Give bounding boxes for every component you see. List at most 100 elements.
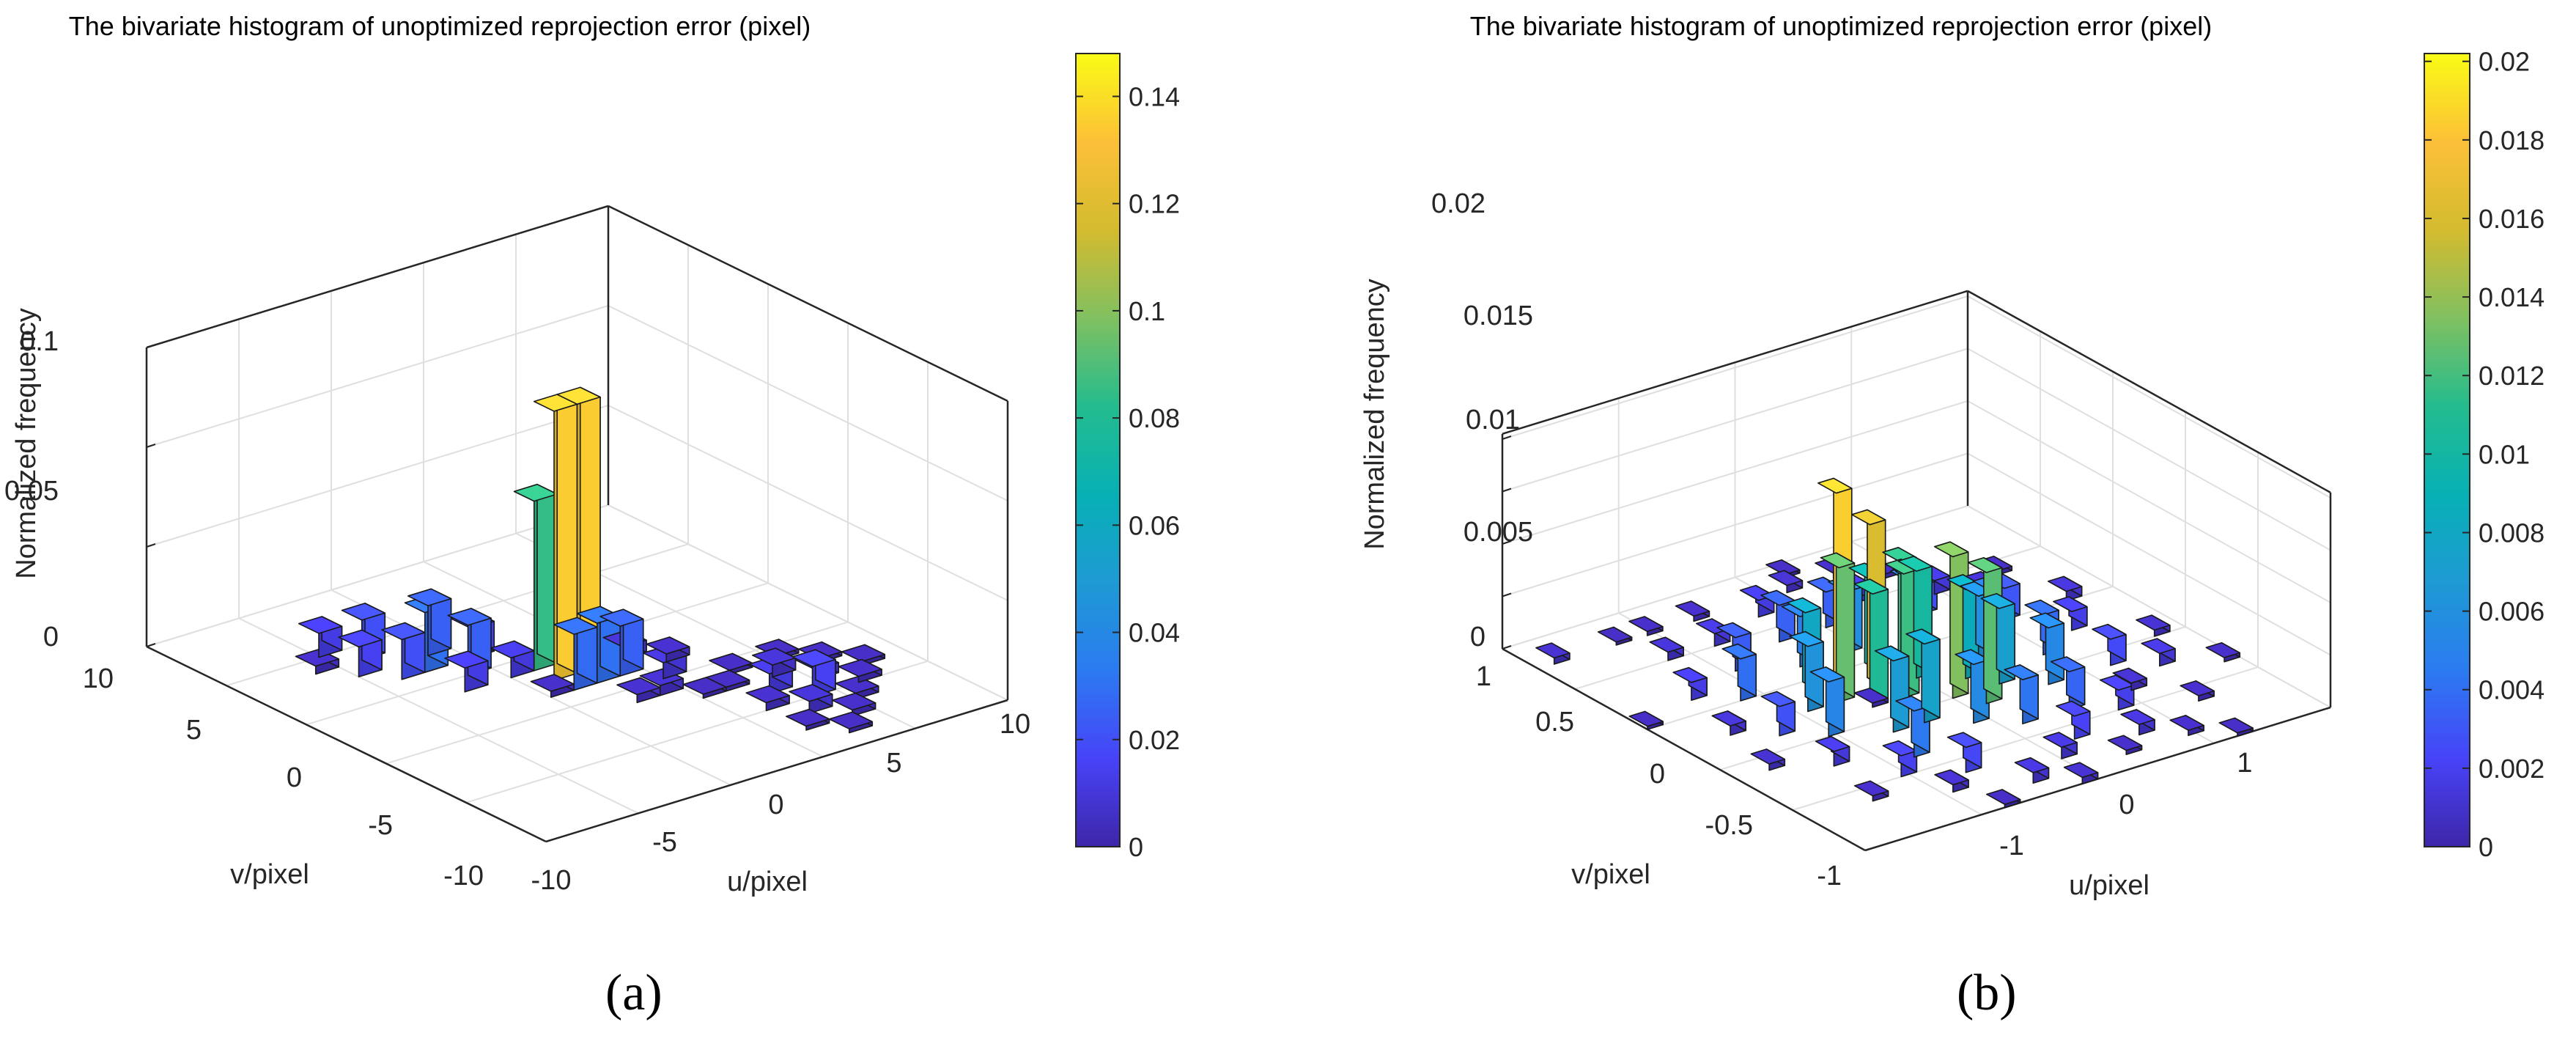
caption-a: (a)	[605, 965, 663, 1021]
bars-group	[295, 386, 886, 734]
colorbar: 0 0.02 0.04 0.06 0.08 0.1 0.12 0.14	[1075, 53, 1180, 862]
bar	[1809, 666, 1845, 737]
bar-top-face	[828, 711, 874, 729]
bar	[1980, 592, 2015, 685]
bar	[1739, 584, 1775, 618]
x-tick-label: 1	[2237, 748, 2252, 779]
bar-top-face	[1628, 616, 1664, 633]
colorbar-tick-label: 0.016	[2479, 204, 2544, 234]
bar	[1789, 630, 1824, 713]
bar-top-face	[2141, 638, 2176, 655]
bar-top-face	[490, 640, 535, 659]
bar-top-face	[1760, 691, 1796, 707]
bar	[2136, 614, 2171, 637]
x-tick-label: 0	[768, 790, 783, 820]
chart-panel-a: The bivariate histogram of unoptimized r…	[4, 11, 1180, 897]
bar	[1946, 732, 1982, 773]
bar-top-face	[2014, 757, 2050, 773]
bar	[1874, 645, 1910, 733]
bar	[1649, 636, 1684, 661]
bar-top-face	[1934, 769, 1969, 786]
colorbar-ticks: 0 0.002 0.004 0.006 0.008 0.01 0.012 0.014 0.016…	[2424, 47, 2544, 862]
bar-top-face	[2169, 715, 2204, 731]
grid-line	[1967, 452, 2331, 656]
z-tick	[1502, 488, 1512, 493]
x-tick-label: -10	[531, 865, 572, 896]
bar-top-face	[785, 708, 830, 727]
bar	[2053, 596, 2088, 631]
y-tick-label: 0.5	[1535, 707, 1574, 737]
bar	[1815, 735, 1850, 767]
x-tick-label: 5	[886, 748, 901, 779]
z-tick-label: 0.02	[1431, 188, 1486, 219]
z-tick	[1502, 645, 1512, 650]
z-tick-label: 0.005	[1464, 517, 1533, 548]
colorbar-tick-label: 0.1	[1129, 296, 1165, 326]
y-tick-label: -10	[443, 861, 484, 891]
bar	[709, 652, 753, 675]
bar-top-face	[1649, 636, 1684, 653]
bar	[553, 617, 598, 691]
bar	[1853, 578, 1889, 708]
bar	[295, 648, 340, 675]
colorbar-tick-label: 0.002	[2479, 754, 2544, 784]
grid-line	[1967, 400, 2331, 603]
bar-side-face	[1869, 578, 1889, 704]
bar-top-face	[1750, 748, 1786, 765]
y-tick-label: 0	[287, 762, 302, 793]
bar	[1853, 687, 1889, 708]
colorbar-tick-label: 0	[2479, 832, 2493, 862]
bar-top-face	[2029, 612, 2065, 629]
bar-top-face	[1980, 592, 2015, 609]
bar	[1853, 780, 1889, 802]
colorbar-tick-label: 0.14	[1129, 81, 1180, 111]
grid-line	[608, 405, 1008, 601]
bar	[1597, 626, 1633, 646]
bar	[407, 588, 452, 657]
bar-top-face	[2063, 762, 2099, 779]
tick-labels: 0 0.005 0.01 0.015 0.02 1 0.5 0 -0.5 -1 …	[1431, 188, 2253, 891]
bar-top-face	[298, 616, 343, 634]
bar	[1750, 748, 1786, 771]
bar	[1675, 600, 1710, 622]
bar-top-face	[599, 608, 644, 627]
bar-top-face	[2004, 664, 2039, 680]
bar	[513, 483, 558, 672]
z-tick	[146, 643, 156, 647]
bar	[2050, 656, 2086, 710]
colorbar-tick-label: 0.04	[1129, 618, 1180, 648]
bar-top-face	[381, 622, 426, 641]
x-axis-label: u/pixel	[727, 867, 808, 897]
z-axis-label: Normalized frequency	[11, 308, 42, 579]
bar	[1628, 710, 1664, 730]
grid-line	[238, 617, 639, 814]
bar	[646, 636, 690, 663]
bar-top-face	[1985, 789, 2021, 806]
box-edge	[1502, 290, 1968, 435]
y-tick-label: 10	[83, 663, 114, 694]
bar-top-face	[444, 650, 489, 669]
z-tick	[1502, 540, 1512, 545]
z-tick	[146, 444, 156, 448]
bar-top-face	[646, 636, 690, 655]
bar-top-face	[789, 683, 833, 702]
bar-top-face	[1721, 643, 1757, 660]
bar	[705, 669, 750, 692]
y-axis-line	[1502, 647, 1866, 852]
bar	[2218, 717, 2254, 737]
grid-line	[146, 405, 609, 548]
bar-top-face	[1946, 732, 1982, 748]
bar	[2092, 623, 2127, 666]
y-tick-label: -5	[368, 810, 393, 841]
x-tick-label: -1	[1999, 831, 2024, 861]
box-edge	[608, 205, 1008, 402]
y-axis-label: v/pixel	[1571, 859, 1650, 890]
bar-top-face	[338, 629, 383, 648]
bar-top-face	[1672, 666, 1708, 683]
bar-top-face	[530, 674, 575, 692]
colorbar-tick-label: 0.006	[2479, 597, 2544, 627]
bar-top-face	[2050, 656, 2086, 673]
bar-top-face	[1535, 642, 1571, 659]
bar	[2205, 641, 2241, 663]
